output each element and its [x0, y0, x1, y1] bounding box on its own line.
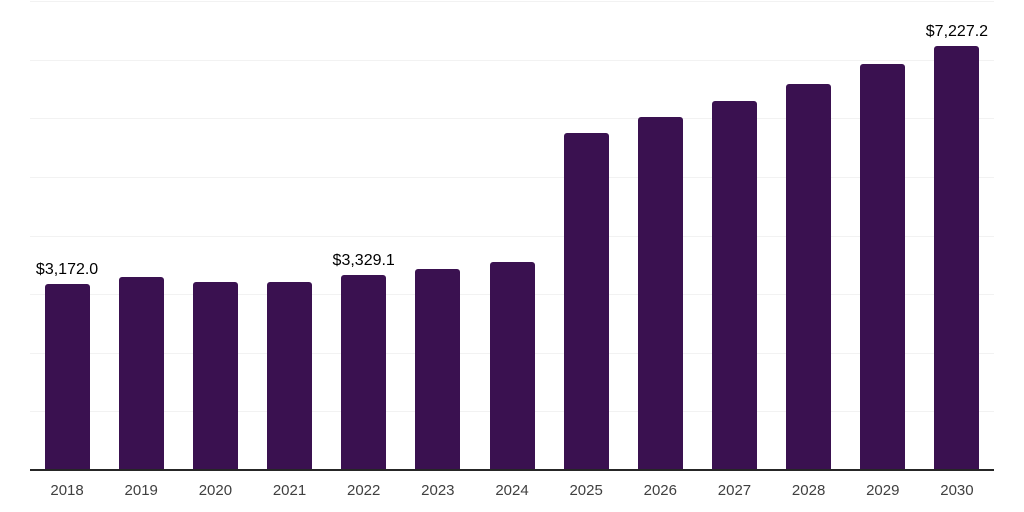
bar-2025	[563, 132, 609, 470]
x-tick-label-2019: 2019	[124, 482, 158, 499]
x-tick-label-2028: 2028	[791, 482, 826, 499]
bar-2020	[192, 281, 238, 470]
x-tick-label-2025: 2025	[569, 482, 603, 499]
bar-2027	[711, 100, 757, 470]
gridline-5000	[30, 176, 994, 178]
gridline-7000	[30, 59, 994, 61]
bar-2029	[860, 64, 906, 470]
bar-2022	[341, 274, 387, 470]
x-axis-line	[30, 469, 994, 471]
gridline-4000	[30, 235, 994, 237]
x-axis-tick-labels: 2018 2019 2020 2021 2022 2023 2024 2025 2026 2027…	[30, 482, 994, 507]
x-tick-label-2018: 2018	[50, 482, 84, 499]
x-tick-label-2029: 2029	[866, 482, 900, 499]
bar-2024	[489, 261, 535, 470]
x-tick-label-2026: 2026	[643, 482, 677, 499]
bar-value-label-2022: $3,329.1	[332, 251, 395, 269]
bar-value-label-2018: $3,172.0	[35, 261, 99, 279]
gridline-8000	[30, 1, 994, 2]
x-tick-label-2023: 2023	[421, 482, 455, 499]
x-tick-label-2027: 2027	[717, 482, 752, 499]
plot-area: $3,172.0 $3,329.1 $7,227.2	[30, 0, 994, 470]
bar-value-label-2030: $7,227.2	[925, 23, 989, 41]
x-tick-label-2030: 2030	[940, 482, 974, 499]
x-tick-label-2021: 2021	[272, 482, 307, 499]
bar-2030	[934, 46, 980, 470]
bar-2026	[637, 117, 683, 470]
gridline-6000	[30, 118, 994, 120]
bar-2028	[786, 83, 832, 470]
x-tick-label-2024: 2024	[495, 482, 529, 499]
bar-2023	[415, 268, 461, 470]
x-tick-label-2020: 2020	[198, 482, 233, 499]
bar-2021	[267, 281, 313, 470]
x-tick-label-2022: 2022	[347, 482, 381, 499]
bar-2019	[118, 277, 164, 470]
bar-2018	[44, 284, 90, 470]
